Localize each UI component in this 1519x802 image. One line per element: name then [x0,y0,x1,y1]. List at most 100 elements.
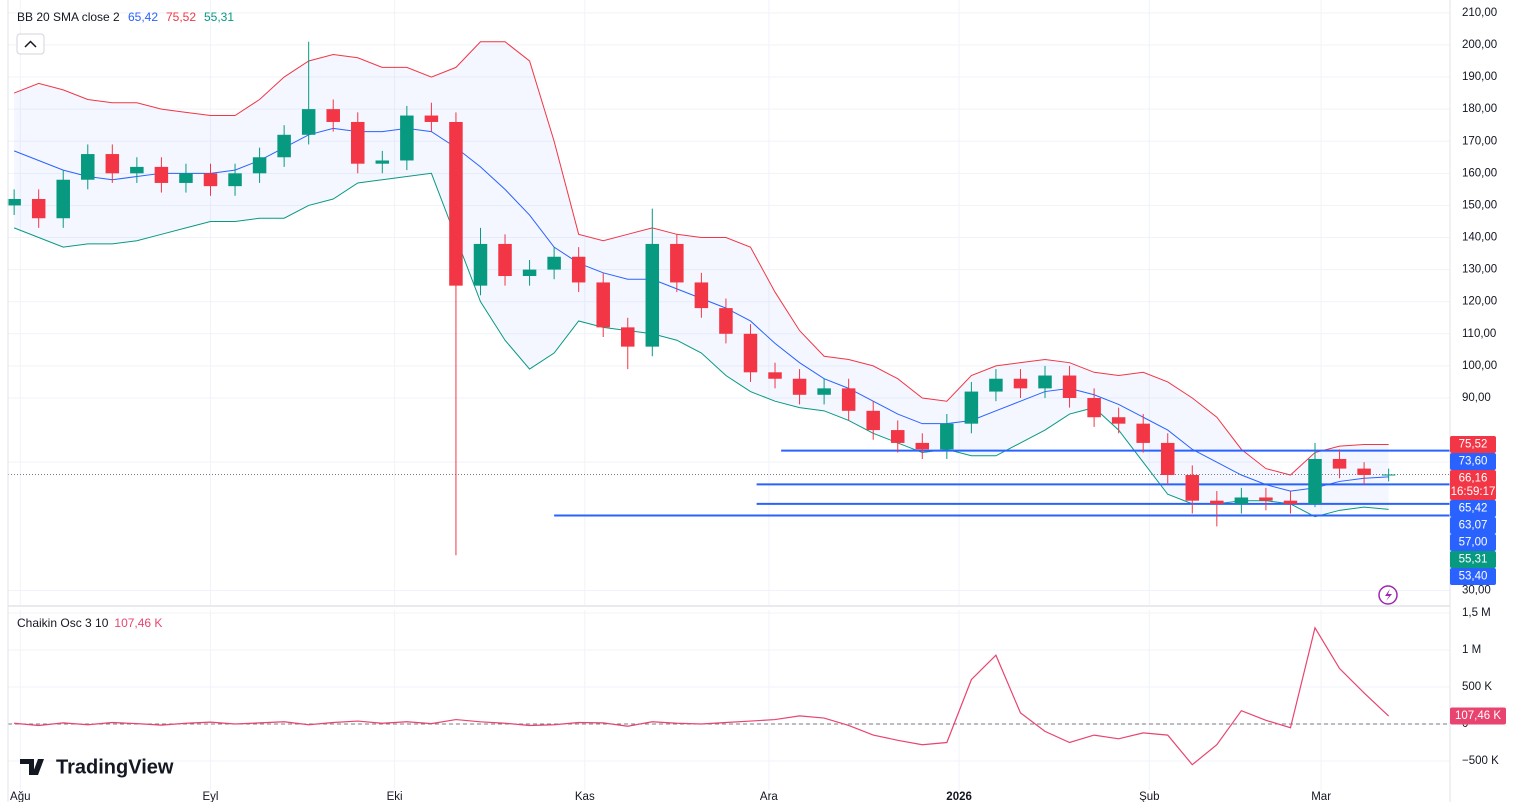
candle-body [621,327,635,347]
readout-value: 75,52 [166,10,196,24]
candle-body [7,198,21,206]
candle-body [1234,497,1249,504]
candle-body [792,378,807,395]
x-tick-label: Eyl [203,791,219,802]
candle-body [817,388,831,395]
candle-body [31,198,46,219]
indicator-name: BB 20 SMA close 2 [17,10,120,24]
price-tag-label: 55,31 [1459,553,1488,565]
candle-body [105,154,120,174]
candle-body [1381,474,1396,476]
candle-body [154,166,169,183]
brand-logo [20,759,44,775]
candle-body [1210,500,1224,504]
oscillator-name: Chaikin Osc 3 10 [17,616,109,630]
candle-body [1259,497,1273,501]
candle-body [56,179,70,219]
band-line [13,41,1389,476]
candle-body [866,410,880,431]
candle-body [1136,423,1150,443]
price-tag-label: 73,60 [1459,455,1488,467]
candle-body [1185,475,1200,501]
candle-body [449,121,463,286]
price-tag-label: 53,40 [1459,570,1488,582]
readout-value: 65,42 [128,10,158,24]
osc-tick-label: −500 K [1462,755,1499,767]
osc-tag-label: 107,46 K [1455,710,1501,722]
candle-body [1111,417,1126,424]
candle-body [498,243,512,277]
candle-body [940,423,954,450]
y-tick-label: 180,00 [1462,103,1497,115]
price-tag [1450,469,1496,500]
candle-body [719,308,733,334]
price-tag [1450,435,1496,453]
candle-body [375,160,390,164]
osc-tick-label: 1,5 M [1462,607,1491,619]
collapse-icon [24,40,37,48]
x-tick-label: Ara [760,791,779,802]
y-tick-label: 170,00 [1462,135,1497,147]
candle-body [179,173,193,183]
price-tag [1450,452,1496,470]
y-tick-label: 120,00 [1462,296,1497,308]
y-tick-label: 140,00 [1462,232,1497,244]
x-tick-label: 2026 [946,791,972,802]
candle-body [1283,500,1298,504]
candle-body [571,256,586,283]
candle-body [1357,468,1371,476]
panes [7,41,1450,766]
oscillator-line [14,626,1390,766]
y-tick-label: 130,00 [1462,264,1497,276]
candle-body [130,166,144,174]
y-tick-label: 30,00 [1462,585,1491,597]
candle-body [915,442,930,450]
readout-value: 55,31 [204,10,234,24]
candle-body [1160,442,1175,476]
price-tag-label: 57,00 [1459,536,1488,548]
candle-body [694,282,709,309]
candle-body [768,372,782,379]
x-tick-label: Eki [387,791,403,802]
candle-body [252,157,267,174]
price-tag [1450,550,1496,568]
candle-body [841,388,856,411]
candle-body [645,243,660,347]
price-tag [1450,516,1496,534]
indicator-readout: 65,42 75,52 55,31 [128,10,234,24]
price-tag-label: 75,52 [1459,438,1488,450]
candle-body [228,173,242,187]
candle-body [670,243,684,283]
candle-body [1062,375,1077,398]
candle-body [473,243,488,286]
osc-tick-label: 500 K [1462,681,1492,693]
x-tick-label: Şub [1139,791,1159,802]
collapse-button[interactable] [16,33,45,55]
y-tick-label: 160,00 [1462,167,1497,179]
oscillator-legend: Chaikin Osc 3 10 107,46 K [17,616,162,630]
candle-body [596,282,610,328]
candle-body [203,173,218,187]
price-tag-label: 63,07 [1459,519,1488,531]
price-tag-label: 66,16 [1459,472,1488,484]
alert-bolt [1385,589,1392,601]
indicator-legend: BB 20 SMA close 2 [17,10,120,24]
osc-tick-label: 1 M [1462,644,1481,656]
oscillator-readout: 107,46 K [114,616,162,630]
candle-body [1038,375,1052,389]
y-tick-label: 150,00 [1462,199,1497,211]
price-tag-time: 16:59:17 [1451,486,1496,498]
osc-tag [1450,707,1506,725]
candle-body [326,109,340,122]
candle-body [1308,458,1322,504]
y-tick-label: 200,00 [1462,39,1497,51]
x-tick-label: Kas [575,791,595,802]
candle-body [424,115,439,122]
x-tick-label: Mar [1311,791,1331,802]
candle-body [351,121,365,164]
candle-body [400,115,414,161]
candle-body [890,430,905,443]
candle-body [522,269,537,277]
